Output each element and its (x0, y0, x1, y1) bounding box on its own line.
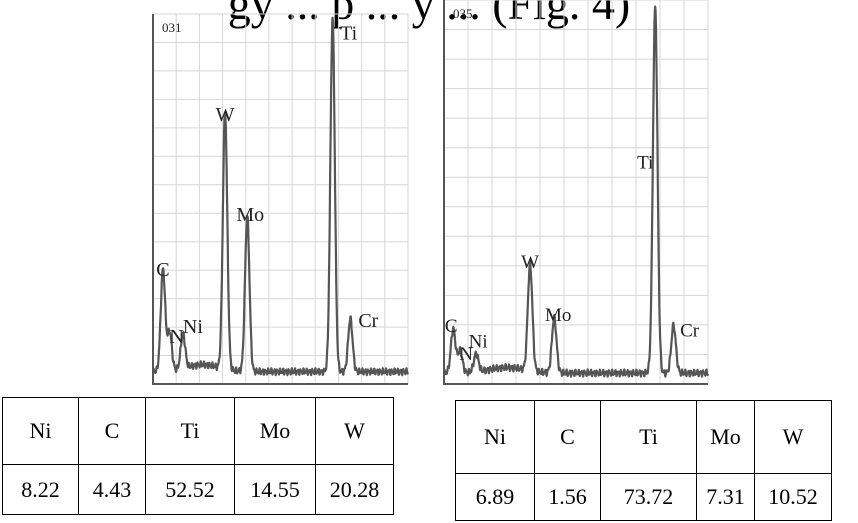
axis-frame (443, 0, 708, 385)
peak-label-cr: Cr (680, 320, 700, 341)
peak-label-c: C (156, 259, 169, 281)
table-header-cell: W (315, 397, 394, 465)
peak-label-ni: Ni (183, 316, 203, 338)
table-header-cell: Ni (2, 397, 79, 465)
table-header-cell: W (754, 400, 832, 474)
peak-label-n: N (459, 344, 473, 365)
table-header-cell: C (78, 397, 146, 465)
table-cell: 20.28 (315, 464, 394, 515)
peak-label-c: C (445, 316, 458, 337)
table-cell: 73.72 (600, 473, 697, 521)
table-cell: 4.43 (78, 464, 146, 515)
page-title: gy ... p ... y ... (Fig. 4) (227, 0, 631, 29)
grid-lines (444, 0, 709, 384)
table-header-cell: Ni (455, 400, 535, 474)
composition-table-031: Ni C Ti Mo W 8.22 4.43 52.52 14.55 20.28 (2, 397, 394, 515)
table-cell: 10.52 (754, 473, 832, 521)
table-cell: 8.22 (2, 464, 79, 515)
table-row: 8.22 4.43 52.52 14.55 20.28 (2, 464, 394, 515)
spectrum-chart-035: C N Ni W Mo Ti Cr 035 (440, 0, 712, 390)
table-header-cell: Ti (145, 397, 235, 465)
peak-label-mo: Mo (545, 305, 571, 326)
axis-frame (152, 14, 408, 385)
table-header-cell: Ti (600, 400, 697, 474)
spectrum-line (151, 16, 410, 377)
table-header-cell: C (534, 400, 601, 474)
panel-label: 035 (453, 6, 473, 21)
peak-label-cr: Cr (358, 310, 378, 332)
table-cell: 14.55 (234, 464, 316, 515)
table-header-cell: Mo (696, 400, 755, 474)
table-cell: 7.31 (696, 473, 755, 521)
peak-label-ti: Ti (637, 152, 653, 173)
peak-label-mo: Mo (236, 204, 264, 226)
spectrum-line (442, 5, 710, 378)
panel-label: 031 (162, 20, 182, 35)
spectrum-chart-031: C N Ni W Mo Ti Cr 031 (150, 12, 412, 390)
peak-label-w: W (216, 104, 235, 126)
table-cell: 6.89 (455, 473, 535, 521)
table-row: 6.89 1.56 73.72 7.31 10.52 (455, 473, 832, 521)
peak-label-ti: Ti (340, 23, 358, 45)
table-header-row: Ni C Ti Mo W (455, 400, 832, 474)
peak-label-ni: Ni (469, 332, 488, 353)
table-header-row: Ni C Ti Mo W (2, 397, 394, 465)
grid-lines (153, 13, 409, 384)
table-cell: 1.56 (534, 473, 601, 521)
spectrum-svg: C N Ni W Mo Ti Cr 031 (151, 13, 410, 385)
composition-table-035: Ni C Ti Mo W 6.89 1.56 73.72 7.31 10.52 (455, 400, 832, 521)
table-cell: 52.52 (145, 464, 235, 515)
peak-label-w: W (521, 252, 539, 273)
peak-label-n: N (169, 326, 183, 348)
table-header-cell: Mo (234, 397, 316, 465)
